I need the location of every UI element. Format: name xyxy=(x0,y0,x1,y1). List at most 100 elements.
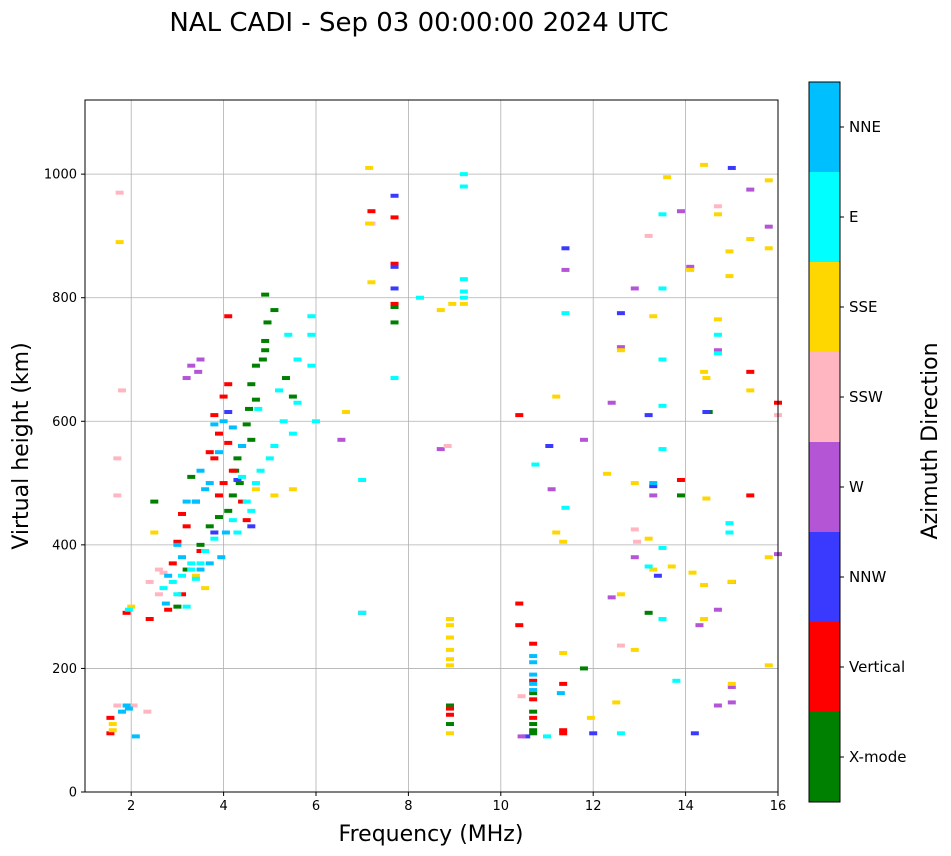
data-point xyxy=(247,382,256,387)
data-point xyxy=(242,499,251,504)
series-x-mode xyxy=(150,292,713,736)
colorbar-tick-label: SSE xyxy=(849,298,878,316)
data-point xyxy=(764,555,773,560)
data-point xyxy=(307,363,316,368)
colorbar-segment xyxy=(809,532,840,622)
data-point xyxy=(221,530,230,535)
colorbar-tick-label: W xyxy=(849,478,864,496)
data-point xyxy=(658,286,667,291)
data-point xyxy=(559,731,568,736)
data-point xyxy=(713,351,722,356)
data-point xyxy=(713,703,722,708)
data-point xyxy=(725,521,734,526)
chart-title: NAL CADI - Sep 03 00:00:00 2024 UTC xyxy=(169,8,668,38)
data-point xyxy=(228,425,237,430)
y-tick-label: 200 xyxy=(52,662,77,677)
data-point xyxy=(561,267,570,272)
data-point xyxy=(145,579,154,584)
data-point xyxy=(649,493,658,498)
data-marks xyxy=(106,162,782,739)
colorbar-tick-label: NNE xyxy=(849,118,881,136)
data-point xyxy=(261,292,270,297)
data-point xyxy=(658,617,667,621)
data-point xyxy=(122,610,131,615)
data-point xyxy=(247,508,256,513)
data-point xyxy=(390,301,399,306)
data-point xyxy=(713,607,722,612)
data-point xyxy=(115,190,124,195)
data-point xyxy=(238,444,247,448)
data-point xyxy=(210,536,219,541)
data-point xyxy=(182,604,191,609)
y-tick-label: 0 xyxy=(69,786,77,801)
data-point xyxy=(459,277,468,282)
data-point xyxy=(515,623,524,628)
colorbar-segment xyxy=(809,712,840,802)
data-point xyxy=(182,567,191,572)
data-point xyxy=(201,586,210,591)
data-point xyxy=(529,672,538,677)
y-tick-label: 1000 xyxy=(44,168,77,183)
x-tick-label: 6 xyxy=(312,799,320,814)
grid-lines xyxy=(85,100,779,793)
data-point xyxy=(117,388,126,393)
data-point xyxy=(194,369,203,374)
data-point xyxy=(288,394,297,399)
data-point xyxy=(459,289,468,294)
x-tick-label: 14 xyxy=(677,799,694,814)
data-point xyxy=(251,481,260,486)
data-point xyxy=(247,524,256,529)
data-point xyxy=(122,703,131,708)
data-point xyxy=(445,706,454,711)
data-point xyxy=(686,264,695,269)
data-point xyxy=(556,691,565,696)
data-point xyxy=(254,406,263,411)
data-point xyxy=(616,311,625,316)
x-tick-label: 8 xyxy=(404,799,412,814)
data-point xyxy=(205,481,214,486)
data-point xyxy=(445,657,454,662)
data-point xyxy=(390,264,399,269)
data-point xyxy=(630,286,639,291)
data-point xyxy=(459,172,468,177)
data-point xyxy=(725,249,734,254)
data-point xyxy=(201,487,210,492)
series-e xyxy=(124,172,734,739)
colorbar: X-mode Vertical NNW W SSW SSE E NNE xyxy=(808,81,906,803)
data-point xyxy=(191,573,200,578)
data-point xyxy=(529,678,538,683)
data-point xyxy=(117,709,126,714)
data-point xyxy=(224,508,233,513)
data-point xyxy=(233,477,242,482)
data-point xyxy=(658,212,667,217)
data-point xyxy=(284,332,293,337)
colorbar-segment xyxy=(809,622,840,712)
data-point xyxy=(113,703,122,708)
data-point xyxy=(219,394,228,399)
y-tick-label: 600 xyxy=(52,415,77,430)
data-point xyxy=(178,511,187,516)
data-point xyxy=(159,570,168,575)
data-point xyxy=(552,394,561,399)
data-point xyxy=(436,308,445,313)
data-point xyxy=(547,487,556,492)
data-point xyxy=(746,187,755,192)
data-point xyxy=(233,530,242,535)
data-point xyxy=(288,487,297,492)
x-tick-label: 10 xyxy=(493,799,510,814)
data-point xyxy=(746,493,755,498)
data-point xyxy=(713,212,722,217)
y-axis-ticks: 0 200 400 600 800 1000 xyxy=(44,168,85,801)
data-point xyxy=(746,388,755,393)
data-point xyxy=(529,731,538,736)
x-tick-label: 4 xyxy=(219,799,227,814)
data-point xyxy=(702,496,711,501)
data-point xyxy=(713,317,722,322)
data-point xyxy=(113,456,122,461)
data-point xyxy=(288,431,297,436)
data-point xyxy=(658,357,667,362)
data-point xyxy=(154,567,163,572)
data-point xyxy=(649,314,658,319)
data-point xyxy=(616,345,625,350)
data-point xyxy=(367,280,376,285)
